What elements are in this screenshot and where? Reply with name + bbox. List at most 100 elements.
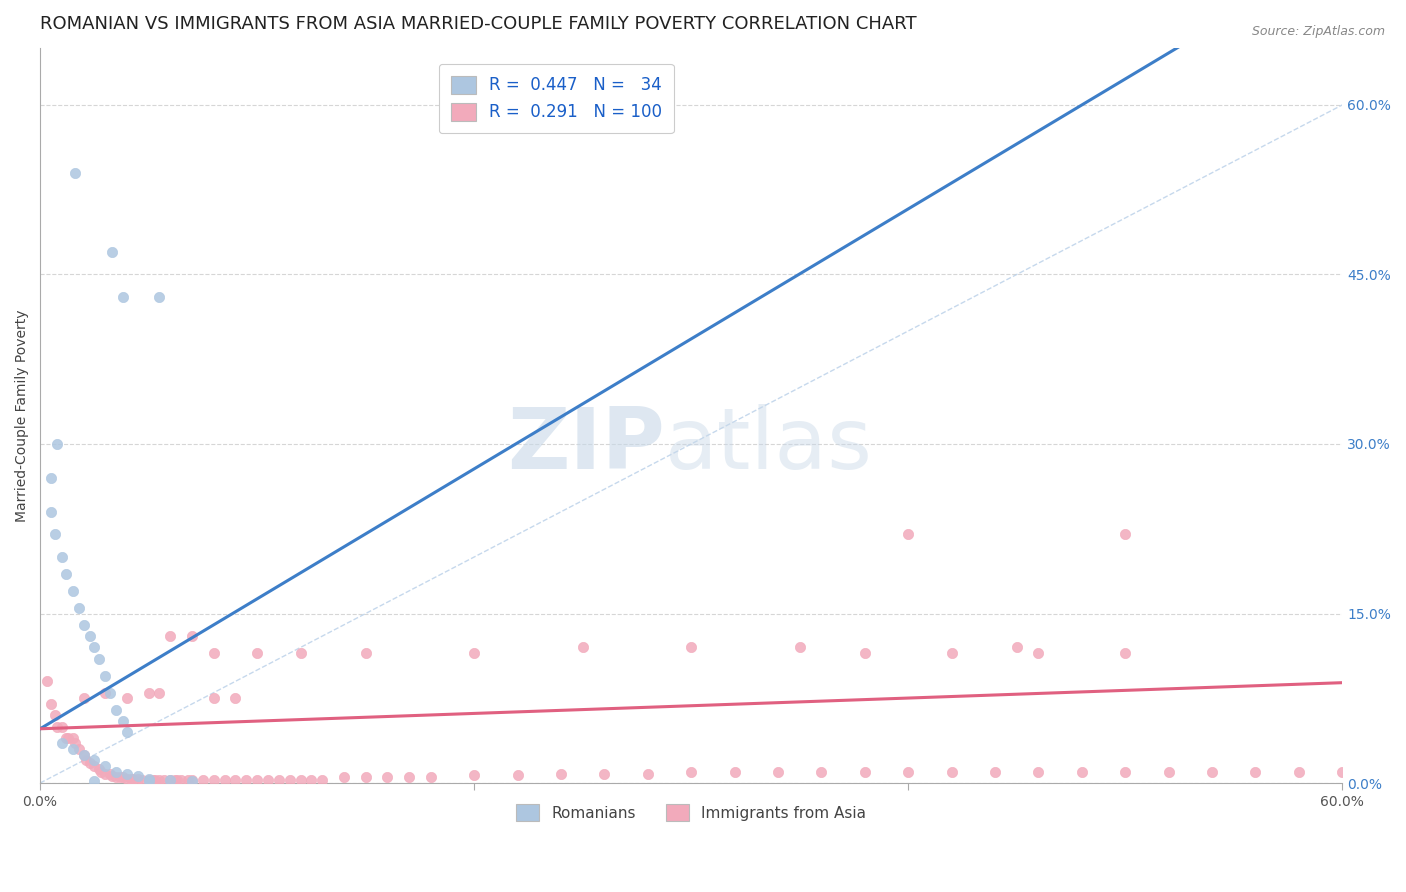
Point [1201, 764, 1223, 779]
Text: ZIP: ZIP [508, 403, 665, 487]
Point [463, 768, 485, 782]
Point [810, 764, 832, 779]
Point [67, 600, 90, 615]
Text: ROMANIAN VS IMMIGRANTS FROM ASIA MARRIED-COUPLE FAMILY POVERTY CORRELATION CHART: ROMANIAN VS IMMIGRANTS FROM ASIA MARRIED… [41, 15, 917, 33]
Point [1114, 646, 1136, 660]
Point [202, 691, 225, 706]
Point [941, 646, 963, 660]
Point [44, 527, 66, 541]
Point [159, 629, 181, 643]
Point [1028, 646, 1050, 660]
Point [79, 629, 101, 643]
Point [214, 772, 236, 787]
Point [375, 771, 398, 785]
Point [110, 771, 132, 785]
Point [398, 771, 420, 785]
Point [115, 691, 138, 706]
Point [98, 767, 121, 781]
Point [311, 772, 333, 787]
Point [72, 747, 94, 762]
Point [138, 772, 160, 786]
Point [181, 773, 204, 788]
Point [55, 566, 77, 581]
Point [138, 773, 160, 788]
Point [75, 754, 97, 768]
Point [111, 771, 134, 785]
Point [72, 691, 94, 706]
Point [111, 714, 134, 728]
Point [723, 764, 745, 779]
Point [35, 674, 58, 689]
Point [571, 640, 593, 655]
Point [90, 764, 112, 779]
Point [142, 772, 165, 787]
Point [163, 772, 186, 787]
Point [39, 471, 62, 485]
Point [181, 772, 204, 787]
Point [100, 769, 122, 783]
Point [354, 646, 377, 660]
Point [191, 772, 214, 787]
Point [72, 617, 94, 632]
Point [159, 772, 181, 787]
Point [148, 685, 170, 699]
Point [941, 764, 963, 779]
Point [44, 708, 66, 723]
Point [51, 549, 73, 564]
Point [79, 756, 101, 770]
Point [83, 640, 105, 655]
Point [354, 771, 377, 785]
Point [105, 702, 128, 716]
Point [166, 772, 188, 787]
Point [235, 772, 257, 787]
Point [593, 767, 616, 781]
Point [181, 629, 204, 643]
Point [94, 767, 117, 781]
Point [94, 759, 117, 773]
Point [62, 742, 84, 756]
Point [224, 691, 246, 706]
Point [550, 767, 572, 781]
Point [681, 764, 703, 779]
Point [127, 772, 149, 786]
Point [46, 437, 69, 451]
Point [202, 646, 225, 660]
Point [63, 166, 86, 180]
Point [1005, 640, 1028, 655]
Legend: Romanians, Immigrants from Asia: Romanians, Immigrants from Asia [510, 798, 873, 827]
Point [111, 290, 134, 304]
Point [115, 725, 138, 739]
Point [1331, 764, 1354, 779]
Point [148, 772, 170, 787]
Point [290, 646, 312, 660]
Point [94, 668, 117, 682]
Point [138, 772, 160, 787]
Point [257, 772, 280, 787]
Point [681, 640, 703, 655]
Point [115, 767, 138, 781]
Point [463, 646, 485, 660]
Point [63, 737, 86, 751]
Point [127, 769, 149, 783]
Point [83, 759, 105, 773]
Point [897, 764, 920, 779]
Point [94, 685, 117, 699]
Point [278, 772, 301, 787]
Point [105, 771, 128, 785]
Point [87, 651, 110, 665]
Point [87, 763, 110, 777]
Point [246, 772, 269, 787]
Point [72, 747, 94, 762]
Point [1244, 764, 1267, 779]
Point [1114, 764, 1136, 779]
Point [105, 764, 128, 779]
Text: atlas: atlas [665, 403, 873, 487]
Point [853, 764, 876, 779]
Point [51, 719, 73, 733]
Point [39, 697, 62, 711]
Point [67, 742, 90, 756]
Point [83, 754, 105, 768]
Point [115, 772, 138, 786]
Point [83, 773, 105, 788]
Point [897, 527, 920, 541]
